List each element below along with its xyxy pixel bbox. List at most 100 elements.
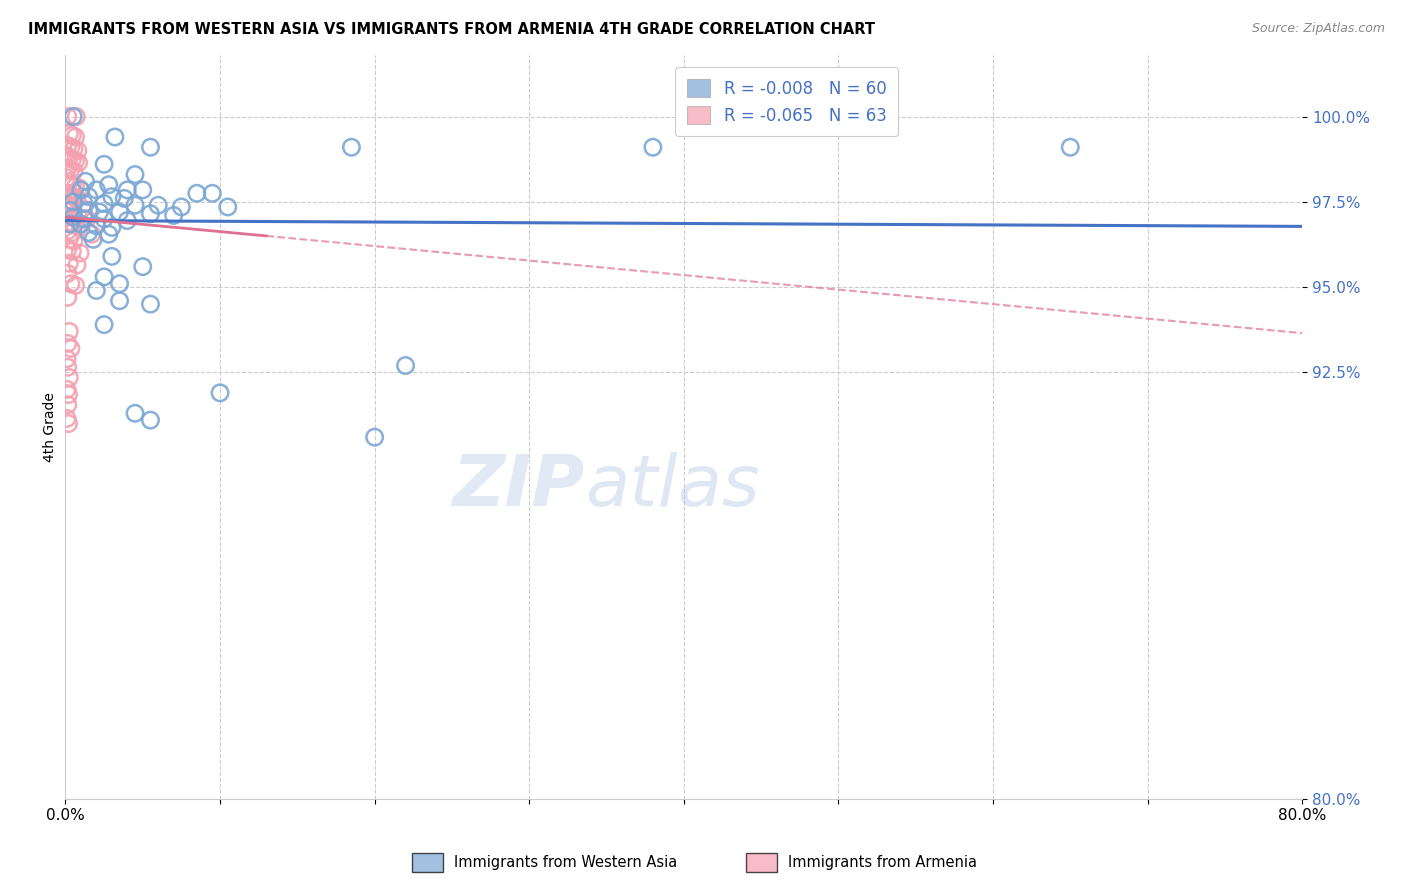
- Point: [62, 194, 84, 209]
- Point: [93, 318, 115, 332]
- Point: [58, 370, 80, 384]
- Point: [93, 211, 115, 226]
- Point: [73, 196, 96, 211]
- Point: [56, 110, 79, 124]
- Point: [70, 217, 93, 231]
- Point: [56, 267, 79, 281]
- Point: [148, 198, 170, 212]
- Point: [112, 191, 135, 205]
- Text: atlas: atlas: [585, 452, 759, 521]
- Point: [58, 127, 80, 141]
- Point: [56, 351, 79, 366]
- Point: [97, 178, 120, 192]
- Point: [108, 205, 131, 219]
- Point: [104, 130, 127, 145]
- Point: [66, 258, 89, 272]
- Point: [163, 209, 186, 223]
- Point: [58, 174, 80, 188]
- Point: [62, 244, 84, 259]
- Point: [56, 360, 79, 375]
- Point: [139, 297, 162, 311]
- Point: [63, 164, 86, 178]
- Point: [93, 196, 115, 211]
- Point: [80, 227, 103, 242]
- Point: [62, 110, 84, 124]
- Point: [62, 209, 84, 223]
- Point: [124, 168, 146, 182]
- Legend: R = -0.008   N = 60, R = -0.065   N = 63: R = -0.008 N = 60, R = -0.065 N = 63: [675, 67, 898, 136]
- Point: [56, 149, 79, 163]
- Y-axis label: 4th Grade: 4th Grade: [44, 392, 58, 462]
- Point: [56, 411, 79, 425]
- Point: [101, 220, 124, 235]
- Point: [59, 277, 82, 291]
- Point: [124, 198, 146, 212]
- Point: [63, 190, 86, 204]
- Point: [101, 190, 124, 204]
- Point: [77, 203, 100, 218]
- Point: [56, 398, 79, 412]
- Point: [77, 190, 100, 204]
- Point: [93, 157, 115, 171]
- Point: [86, 219, 108, 233]
- Point: [70, 183, 93, 197]
- Point: [56, 161, 79, 175]
- Point: [62, 200, 84, 214]
- Point: [65, 153, 87, 168]
- Text: IMMIGRANTS FROM WESTERN ASIA VS IMMIGRANTS FROM ARMENIA 4TH GRADE CORRELATION CH: IMMIGRANTS FROM WESTERN ASIA VS IMMIGRAN…: [28, 22, 875, 37]
- Point: [86, 183, 108, 197]
- Point: [56, 243, 79, 257]
- Point: [59, 342, 82, 356]
- Point: [63, 217, 86, 231]
- Point: [73, 211, 96, 226]
- Point: [75, 174, 97, 188]
- Point: [93, 269, 115, 284]
- Point: [117, 183, 139, 197]
- Point: [65, 110, 87, 124]
- Point: [72, 202, 94, 216]
- Point: [186, 186, 208, 201]
- Point: [108, 293, 131, 308]
- Point: [76, 211, 98, 226]
- Point: [66, 144, 89, 158]
- Point: [132, 183, 155, 197]
- Point: [641, 140, 664, 154]
- Point: [67, 181, 90, 195]
- Point: [67, 155, 90, 169]
- Point: [58, 151, 80, 165]
- Point: [62, 210, 84, 224]
- Point: [58, 417, 80, 431]
- Point: [101, 249, 124, 263]
- Text: Immigrants from Western Asia: Immigrants from Western Asia: [454, 855, 678, 870]
- Point: [65, 130, 87, 145]
- Point: [69, 246, 91, 260]
- Point: [62, 152, 84, 166]
- Text: Immigrants from Armenia: Immigrants from Armenia: [787, 855, 977, 870]
- Point: [170, 200, 193, 214]
- Point: [56, 196, 79, 211]
- Point: [56, 170, 79, 185]
- Point: [58, 325, 80, 339]
- Point: [56, 205, 79, 219]
- Point: [139, 413, 162, 427]
- Point: [56, 224, 79, 238]
- Point: [59, 188, 82, 202]
- Point: [139, 207, 162, 221]
- Point: [62, 226, 84, 240]
- Point: [58, 387, 80, 401]
- Point: [59, 203, 82, 218]
- Point: [56, 186, 79, 201]
- Point: [56, 138, 79, 153]
- Point: [56, 336, 79, 351]
- Point: [58, 198, 80, 212]
- Point: [363, 430, 385, 444]
- Point: [63, 142, 86, 156]
- Point: [56, 290, 79, 304]
- Point: [77, 226, 100, 240]
- Point: [67, 210, 90, 224]
- Point: [340, 140, 363, 154]
- Point: [65, 278, 87, 293]
- Point: [56, 383, 79, 397]
- Point: [82, 232, 104, 246]
- Text: Source: ZipAtlas.com: Source: ZipAtlas.com: [1251, 22, 1385, 36]
